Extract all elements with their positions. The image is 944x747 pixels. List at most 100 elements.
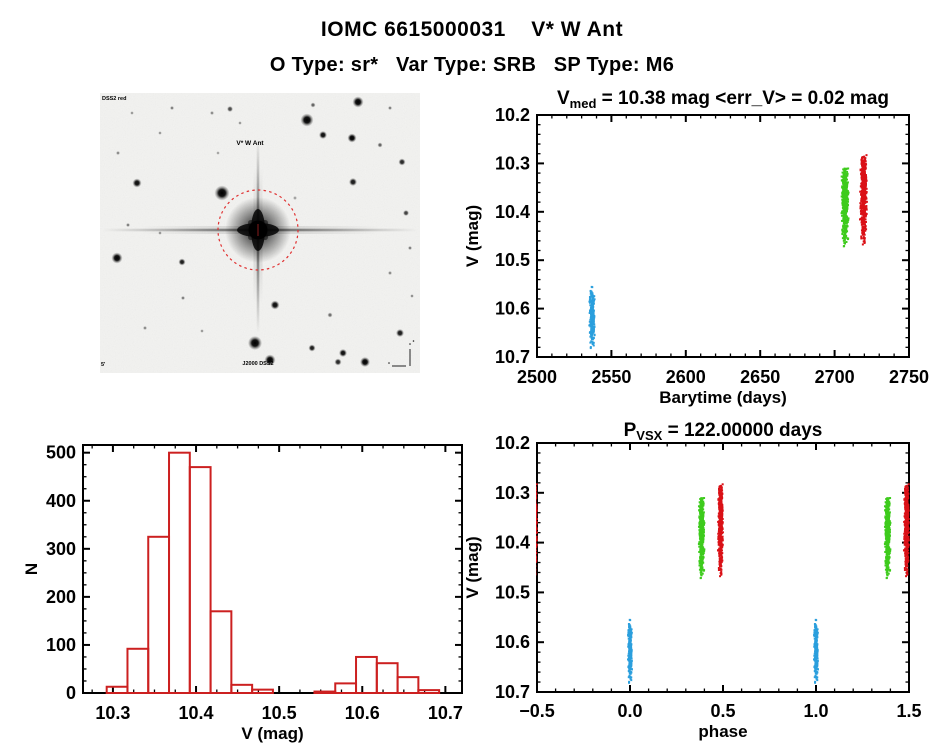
- page-title: IOMC 6615000031 V* W Ant: [320, 18, 624, 41]
- field-star: [111, 252, 123, 264]
- chart-title: PVSX = 122.00000 days: [624, 420, 823, 443]
- field-star: [238, 121, 242, 125]
- field-star: [158, 131, 162, 135]
- x-tick-label: 2500: [517, 367, 557, 387]
- field-star: [170, 106, 174, 110]
- histogram-bar: [355, 655, 378, 695]
- field-star: [116, 151, 120, 155]
- x-tick-label: 2550: [591, 367, 631, 387]
- field-star: [293, 196, 297, 200]
- field-star: [126, 223, 130, 227]
- histogram-bar: [334, 682, 358, 694]
- data-points: [588, 154, 868, 350]
- epoch-label: J2000 DSS2: [242, 361, 273, 367]
- x-tick-label: 1.5: [896, 701, 921, 721]
- x-axis-title: Barytime (days): [659, 388, 787, 407]
- histogram-bar: [396, 676, 420, 694]
- y-tick-label: 10.7: [495, 682, 530, 702]
- field-star: [143, 326, 147, 330]
- scale-label: 5': [101, 362, 106, 368]
- field-star: [308, 344, 316, 352]
- x-tick-label: 10.3: [95, 703, 130, 723]
- field-star: [178, 258, 186, 266]
- page-subtitle: O Type: sr* Var Type: SRB SP Type: M6: [269, 54, 675, 76]
- y-axis-title: N: [22, 563, 41, 575]
- field-star: [319, 131, 327, 139]
- histogram-bar: [209, 610, 233, 694]
- field-star: [214, 185, 230, 201]
- field-star: [339, 349, 347, 357]
- y-tick-label: 300: [46, 539, 76, 559]
- x-tick-label: 0.0: [617, 701, 642, 721]
- tick-labels: 10.3 10.4 10.5 10.6 10.7 0 100 200 300 400 500: [46, 443, 463, 723]
- histogram-plot: 10.3 10.4 10.5 10.6 10.7 0 100 200 300 400 500 V (m…: [22, 443, 463, 743]
- x-axis-title: V (mag): [241, 724, 303, 743]
- x-tick-label: 10.5: [262, 703, 297, 723]
- histogram-bar: [313, 690, 337, 695]
- field-star: [388, 271, 392, 275]
- field-star: [227, 106, 233, 112]
- x-tick-label: 1.0: [803, 701, 828, 721]
- y-tick-label: 500: [46, 443, 76, 463]
- field-star: [216, 151, 220, 155]
- axes: [536, 442, 910, 693]
- x-axis-title: phase: [698, 722, 747, 741]
- star-label: V* W Ant: [236, 140, 264, 147]
- y-tick-label: 200: [46, 587, 76, 607]
- y-tick-label: 10.2: [495, 105, 530, 125]
- y-tick-label: 10.5: [495, 582, 530, 602]
- field-star: [403, 210, 409, 216]
- field-star: [334, 358, 342, 366]
- y-tick-label: 10.5: [495, 250, 530, 270]
- field-star: [408, 246, 412, 250]
- field-star: [360, 357, 370, 367]
- y-axis-title: V (mag): [463, 536, 482, 598]
- field-star: [377, 142, 383, 148]
- aperture-circle: [217, 189, 299, 271]
- compass-icon: [388, 340, 415, 367]
- x-tick-label: 10.6: [345, 703, 380, 723]
- field-star: [270, 300, 280, 310]
- field-star: [310, 102, 316, 108]
- field-star: [158, 231, 162, 235]
- data-points: [536, 483, 910, 684]
- y-tick-label: 100: [46, 635, 76, 655]
- field-star: [396, 329, 404, 337]
- chart-title: Vmed = 10.38 mag <err_V> = 0.02 mag: [557, 88, 889, 111]
- field-star: [248, 336, 262, 350]
- field-star: [410, 294, 414, 298]
- x-tick-label: −0.5: [519, 701, 555, 721]
- field-star: [200, 329, 204, 333]
- x-tick-label: 10.4: [179, 703, 214, 723]
- tick-labels: 2500 2550 2600 2650 2700 2750 10.2 10.3 10.4 10.5…: [495, 105, 929, 387]
- y-tick-label: 400: [46, 491, 76, 511]
- histogram-bar: [126, 647, 150, 695]
- histogram-bar: [105, 685, 129, 695]
- field-star: [388, 106, 392, 110]
- y-tick-label: 10.7: [495, 347, 530, 367]
- survey-label: DSS2 red: [102, 96, 126, 102]
- axes: [82, 444, 463, 694]
- field-star: [181, 296, 185, 300]
- x-tick-label: 10.7: [428, 703, 463, 723]
- y-tick-label: 10.3: [495, 153, 530, 173]
- histogram-bar: [147, 535, 171, 695]
- histogram-bar: [251, 688, 274, 695]
- field-star: [210, 111, 214, 115]
- field-star: [264, 354, 276, 366]
- histogram-bar: [168, 451, 191, 694]
- field-star: [352, 96, 364, 108]
- tick-labels: −0.5 0.0 0.5 1.0 1.5 10.2 10.3 10.4 10.5 10.6 10.7: [495, 433, 922, 721]
- field-star: [347, 133, 357, 143]
- y-tick-label: 10.2: [495, 433, 530, 453]
- axes: [536, 114, 910, 358]
- field-star: [349, 178, 357, 186]
- field-star: [130, 111, 134, 115]
- field-star: [300, 113, 314, 127]
- x-tick-label: 2700: [815, 367, 855, 387]
- y-tick-label: 10.4: [495, 533, 530, 553]
- histogram-bar: [375, 662, 399, 694]
- x-tick-label: 2600: [666, 367, 706, 387]
- field-star: [398, 158, 406, 166]
